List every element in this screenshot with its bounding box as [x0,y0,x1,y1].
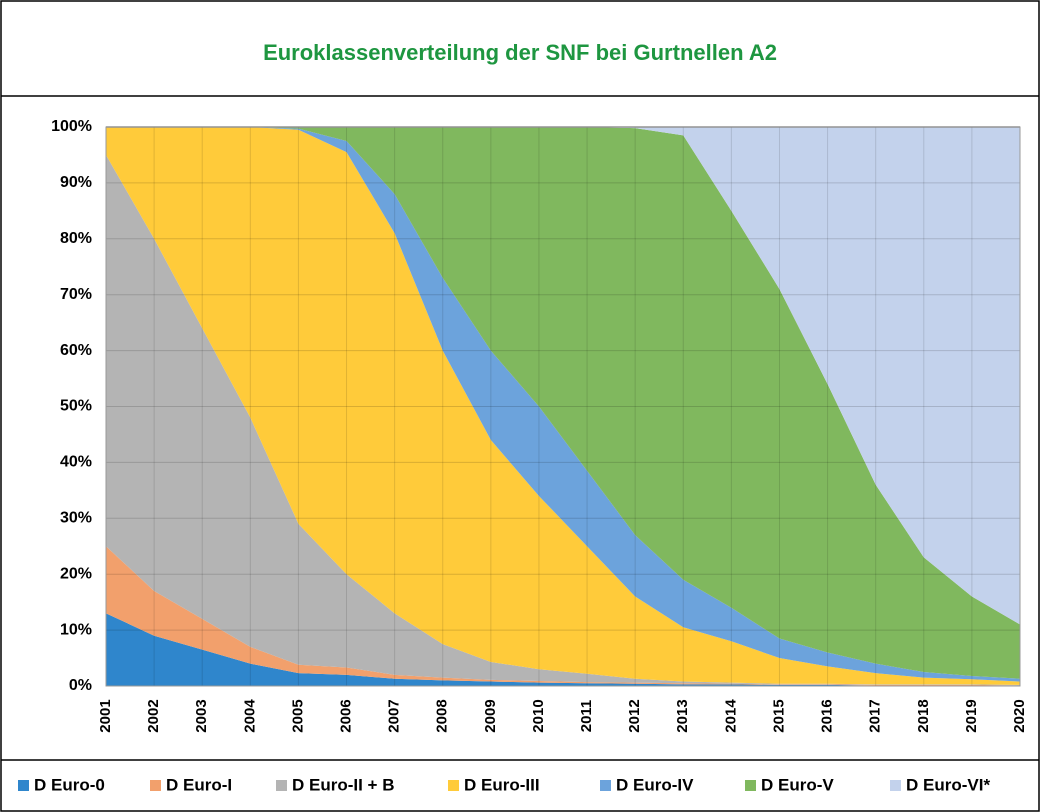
x-tick-label: 2016 [819,699,836,732]
y-tick-label: 100% [51,118,92,135]
y-tick-label: 70% [60,286,92,303]
y-tick-label: 40% [60,454,92,471]
x-tick-label: 2005 [289,699,306,732]
legend-label: D Euro-0 [34,775,105,794]
legend-swatch [276,780,287,791]
y-tick-label: 20% [60,565,92,582]
legend-label: D Euro-IV [616,775,694,794]
y-tick-label: 0% [69,677,92,694]
chart-title: Euroklassenverteilung der SNF bei Gurtne… [263,40,777,65]
x-tick-label: 2011 [578,700,595,733]
x-tick-label: 2004 [241,699,258,733]
legend-swatch [150,780,161,791]
legend-swatch [448,780,459,791]
legend-swatch [18,780,29,791]
legend-item: D Euro-III [448,775,540,794]
legend-label: D Euro-V [761,775,834,794]
area [106,127,1020,679]
y-tick-label: 50% [60,398,92,415]
area [106,127,1020,625]
x-tick-label: 2017 [867,699,884,732]
x-tick-label: 2018 [915,699,932,732]
legend-item: D Euro-V [745,775,834,794]
x-tick-label: 2013 [674,699,691,732]
y-tick-label: 30% [60,510,92,527]
x-tick-label: 2001 [97,699,114,732]
legend-item: D Euro-II + B [276,775,394,794]
y-tick-label: 60% [60,342,92,359]
x-tick-label: 2009 [482,699,499,732]
legend-label: D Euro-II + B [292,775,394,794]
x-tick-label: 2006 [337,699,354,732]
x-tick-label: 2014 [722,699,739,733]
legend-item: D Euro-0 [18,775,105,794]
legend-label: D Euro-VI* [906,775,990,794]
x-tick-label: 2010 [530,699,547,732]
area [106,613,1020,686]
x-tick-label: 2019 [963,699,980,732]
y-tick-label: 10% [60,621,92,638]
area [106,127,1020,685]
legend-swatch [745,780,756,791]
legend-label: D Euro-III [464,775,540,794]
legend-swatch [600,780,611,791]
x-tick-label: 2015 [770,699,787,732]
y-tick-label: 90% [60,174,92,191]
x-tick-label: 2012 [626,699,643,732]
legend-swatch [890,780,901,791]
x-tick-label: 2002 [145,699,162,732]
x-tick-label: 2020 [1011,699,1028,732]
legend-item: D Euro-I [150,775,232,794]
legend-item: D Euro-VI* [890,775,990,794]
legend-label: D Euro-I [166,775,232,794]
x-tick-label: 2003 [193,699,210,732]
x-tick-label: 2007 [386,699,403,732]
plot-frame [105,126,1021,687]
x-tick-label: 2008 [434,699,451,732]
y-tick-label: 80% [60,230,92,247]
legend-item: D Euro-IV [600,775,694,794]
